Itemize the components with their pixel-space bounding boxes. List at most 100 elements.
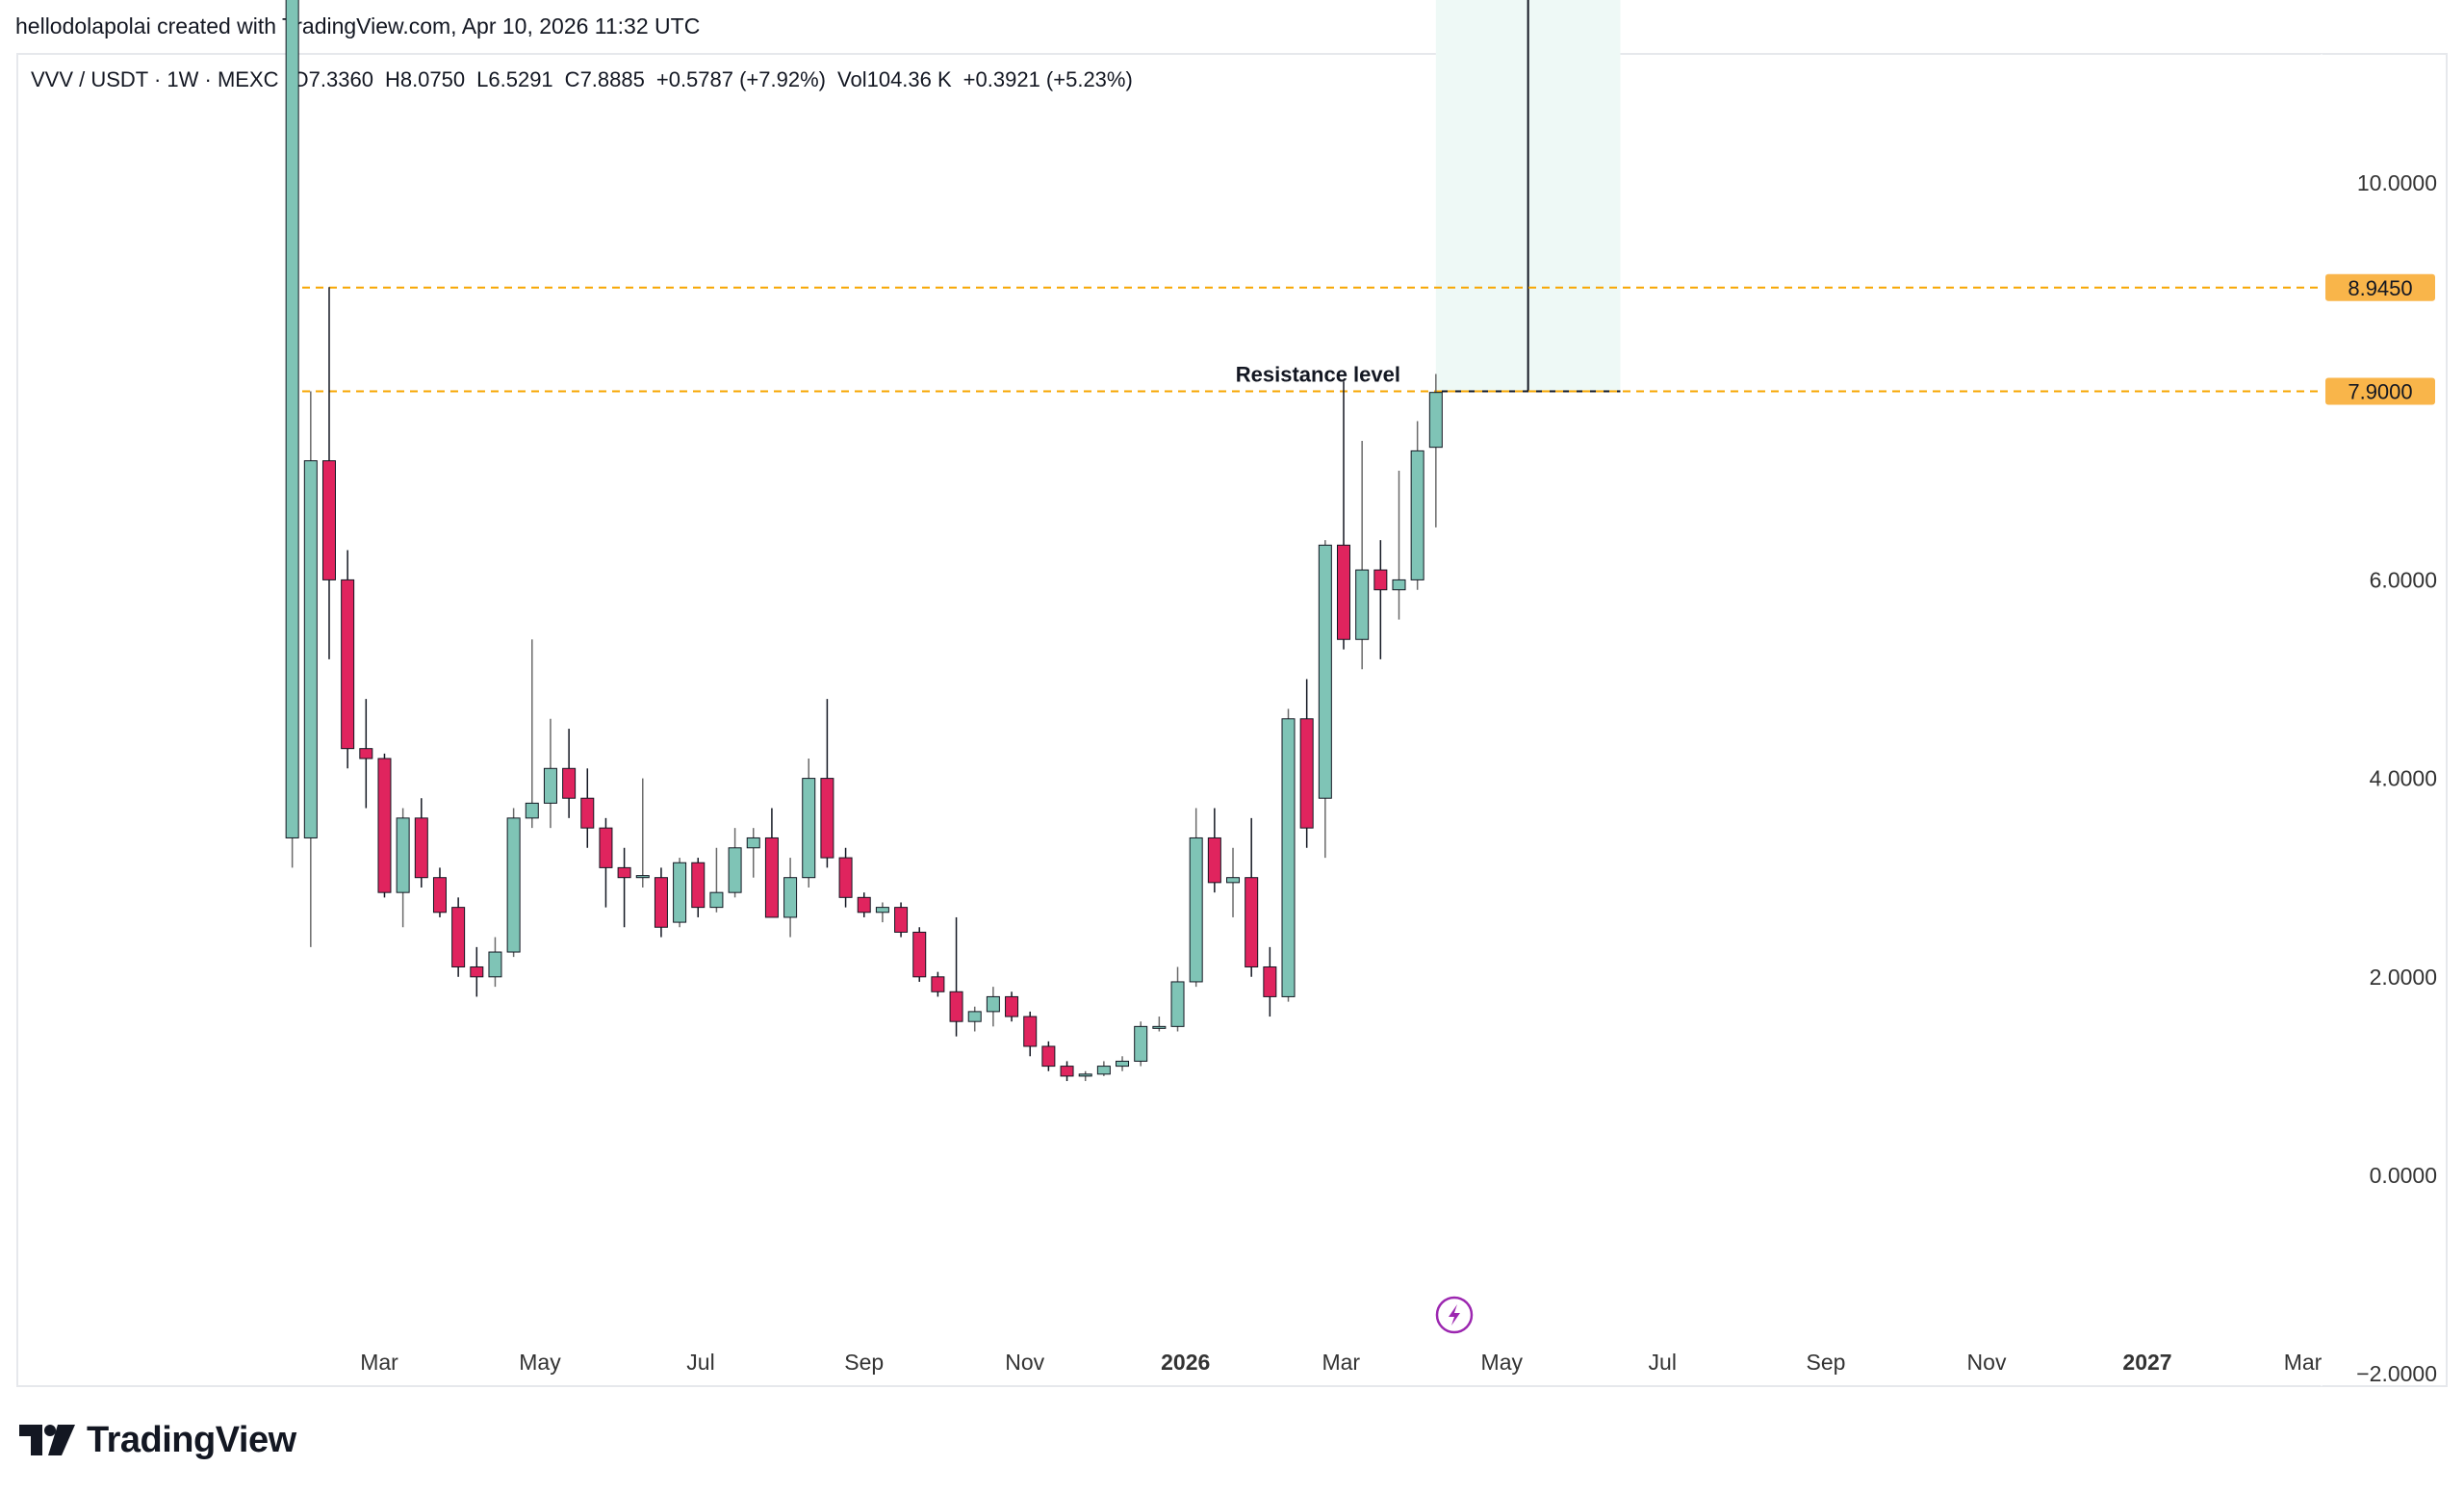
candle-body	[1041, 1045, 1056, 1068]
time-axis-label: Sep	[1807, 1350, 1846, 1375]
candle-body	[1428, 392, 1443, 449]
candle-body	[451, 907, 466, 967]
candle	[654, 867, 668, 938]
candle-body	[1023, 1016, 1038, 1047]
candle	[728, 828, 742, 898]
horizontal-levels[interactable]: 19.9000All time high8.94507.9000Resistan…	[289, 0, 2435, 405]
candle-body	[396, 817, 410, 893]
candle-body	[894, 907, 909, 933]
candle	[580, 768, 595, 848]
candle-body	[1078, 1073, 1092, 1077]
candle	[562, 729, 577, 818]
candle-body	[635, 875, 650, 879]
candle-body	[1152, 1025, 1167, 1029]
candle-body	[1281, 718, 1296, 997]
candle-body	[1410, 450, 1424, 580]
candle	[820, 699, 834, 868]
candle	[321, 287, 336, 659]
candle	[635, 778, 650, 888]
tradingview-logo-icon	[19, 1425, 75, 1455]
price-axis-label: 2.0000	[2370, 965, 2437, 990]
candle-body	[562, 767, 577, 799]
candle	[1096, 1061, 1111, 1076]
candle	[1245, 817, 1259, 977]
time-axis-label: Jul	[686, 1350, 714, 1375]
candle	[1226, 847, 1241, 917]
chart-legend: VVV / USDT · 1W · MEXC O7.3360 H8.0750 L6.5…	[31, 67, 1133, 91]
candle	[673, 858, 687, 928]
price-axis-label: 0.0000	[2370, 1163, 2437, 1188]
candle	[470, 946, 484, 997]
candle	[1152, 1017, 1167, 1032]
candle-body	[617, 866, 631, 879]
candle	[1299, 679, 1314, 848]
candle	[1318, 540, 1332, 859]
candle	[1005, 991, 1019, 1022]
candle	[857, 892, 871, 917]
candle	[543, 718, 557, 829]
candle-body	[470, 965, 484, 978]
candle-body	[1170, 981, 1185, 1027]
candle-body	[1355, 569, 1370, 640]
time-axis[interactable]: Mar May Jul Sep Nov 2026 Mar May Jul Sep Nov 2027 Ma…	[360, 1350, 2322, 1375]
candle-body	[1060, 1066, 1074, 1077]
candle-body	[1318, 544, 1332, 799]
time-axis-label: May	[519, 1350, 561, 1375]
candle	[709, 847, 724, 913]
lightning-icon[interactable]	[1435, 1296, 1474, 1334]
candle	[285, 0, 299, 868]
candle	[875, 902, 889, 923]
attribution-text: hellodolapolai created with TradingView.…	[15, 13, 701, 39]
candle-body	[1005, 995, 1019, 1017]
legend-low: 6.5291	[488, 67, 552, 91]
candle-body	[875, 907, 889, 914]
legend-volume: 104.36 K	[867, 67, 952, 91]
price-axis-label: 6.0000	[2370, 567, 2437, 592]
candle	[451, 897, 466, 977]
candle	[986, 987, 1000, 1027]
level-price-label: 8.9450	[2348, 276, 2412, 300]
candle-body	[303, 460, 318, 838]
chart-frame	[16, 53, 2448, 1387]
candle	[967, 1006, 982, 1032]
legend-volume-change: +0.3921 (+5.23%)	[963, 67, 1133, 91]
time-axis-label: May	[1481, 1350, 1524, 1375]
legend-open: 7.3360	[309, 67, 373, 91]
candle	[488, 937, 502, 988]
candle	[1060, 1061, 1074, 1082]
candle	[1134, 1021, 1148, 1067]
candle	[1373, 540, 1388, 659]
candle-body	[285, 0, 299, 838]
candle	[1023, 1011, 1038, 1057]
candle	[802, 758, 816, 888]
candles	[285, 0, 1443, 1082]
time-axis-label: Nov	[1967, 1350, 2007, 1375]
candle-body	[359, 748, 373, 759]
candle	[1392, 470, 1406, 620]
candle-body	[1245, 877, 1259, 967]
candle	[506, 808, 521, 958]
candle-body	[728, 847, 742, 893]
candle-body	[949, 991, 963, 1022]
candle	[1337, 381, 1350, 650]
candle	[359, 699, 373, 809]
candle	[1410, 421, 1424, 590]
candle	[617, 847, 631, 928]
candle-body	[1116, 1060, 1130, 1068]
candle	[838, 847, 853, 908]
candle	[377, 753, 392, 898]
price-axis-label: −2.0000	[2356, 1361, 2437, 1386]
candle-body	[967, 1011, 982, 1022]
measure-tool[interactable]: 12.0562 (152.83%) 120,562	[1397, 0, 1659, 393]
price-axis-label: 4.0000	[2370, 766, 2437, 791]
candle	[1078, 1070, 1092, 1082]
candle-body	[1299, 718, 1314, 829]
candle-body	[599, 827, 613, 868]
event-markers[interactable]	[1435, 1296, 1474, 1334]
candle-body	[1226, 877, 1241, 884]
tradingview-brand[interactable]: TradingView	[19, 1417, 296, 1463]
legend-close: 7.8885	[580, 67, 645, 91]
price-axis[interactable]: 22.000018.000016.000014.000012.000010.00…	[2356, 0, 2437, 1386]
candle-body	[1373, 569, 1388, 591]
